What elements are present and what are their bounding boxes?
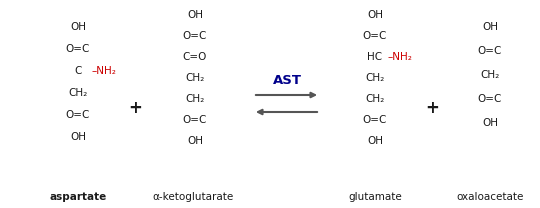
Text: AST: AST <box>273 73 301 87</box>
Text: C=O: C=O <box>183 52 207 62</box>
Text: CH₂: CH₂ <box>366 73 384 83</box>
Text: OH: OH <box>482 118 498 128</box>
Text: O=C: O=C <box>478 46 502 56</box>
Text: OH: OH <box>70 22 86 32</box>
Text: aspartate: aspartate <box>49 192 106 202</box>
Text: +: + <box>128 99 142 117</box>
Text: O=C: O=C <box>183 115 207 125</box>
Text: oxaloacetate: oxaloacetate <box>456 192 524 202</box>
Text: O=C: O=C <box>66 110 90 120</box>
Text: CH₂: CH₂ <box>481 70 500 80</box>
Text: O=C: O=C <box>66 44 90 54</box>
Text: +: + <box>425 99 439 117</box>
Text: OH: OH <box>187 10 203 20</box>
Text: glutamate: glutamate <box>348 192 402 202</box>
Text: O=C: O=C <box>478 94 502 104</box>
Text: HC: HC <box>367 52 382 62</box>
Text: α-ketoglutarate: α-ketoglutarate <box>152 192 234 202</box>
Text: C: C <box>75 66 82 76</box>
Text: CH₂: CH₂ <box>69 88 87 98</box>
Text: OH: OH <box>482 22 498 32</box>
Text: O=C: O=C <box>363 31 387 41</box>
Text: OH: OH <box>367 10 383 20</box>
Text: O=C: O=C <box>363 115 387 125</box>
Text: OH: OH <box>187 136 203 146</box>
Text: –NH₂: –NH₂ <box>91 66 116 76</box>
Text: O=C: O=C <box>183 31 207 41</box>
Text: CH₂: CH₂ <box>185 94 205 104</box>
Text: OH: OH <box>70 132 86 142</box>
Text: CH₂: CH₂ <box>366 94 384 104</box>
Text: –NH₂: –NH₂ <box>388 52 413 62</box>
Text: OH: OH <box>367 136 383 146</box>
Text: CH₂: CH₂ <box>185 73 205 83</box>
